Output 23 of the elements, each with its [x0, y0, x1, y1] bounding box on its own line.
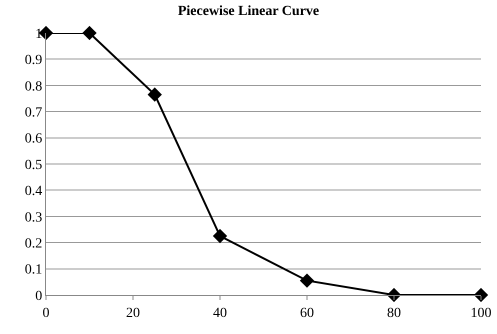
- y-tick-label: 0.9: [24, 53, 42, 68]
- y-tick-label: 0.1: [24, 262, 42, 278]
- point: [474, 288, 488, 302]
- y-tick-label: 0.4: [24, 184, 42, 200]
- point: [82, 26, 97, 40]
- y-tick-label: 0.7: [24, 106, 42, 120]
- y-tick-label: 0.8: [24, 79, 42, 94]
- x-tick-label: 100: [470, 306, 492, 321]
- x-tick-label: 40: [213, 306, 227, 321]
- x-tick-label: 80: [387, 306, 401, 321]
- y-tick-label: 0: [35, 288, 42, 304]
- y-tick-label: 0.6: [24, 132, 42, 147]
- y-tick-label: 0.2: [24, 236, 42, 252]
- point: [148, 87, 162, 102]
- x-tick-label: 60: [300, 306, 314, 321]
- point: [212, 228, 228, 244]
- chart-title: Piecewise Linear Curve: [178, 4, 320, 19]
- y-tick-label: 0.5: [24, 158, 42, 173]
- point: [300, 273, 314, 288]
- x-tick-label: 20: [126, 306, 140, 321]
- y-tick-label: 0.3: [24, 210, 42, 226]
- point: [386, 288, 402, 302]
- y-tick-label: 1: [35, 26, 42, 42]
